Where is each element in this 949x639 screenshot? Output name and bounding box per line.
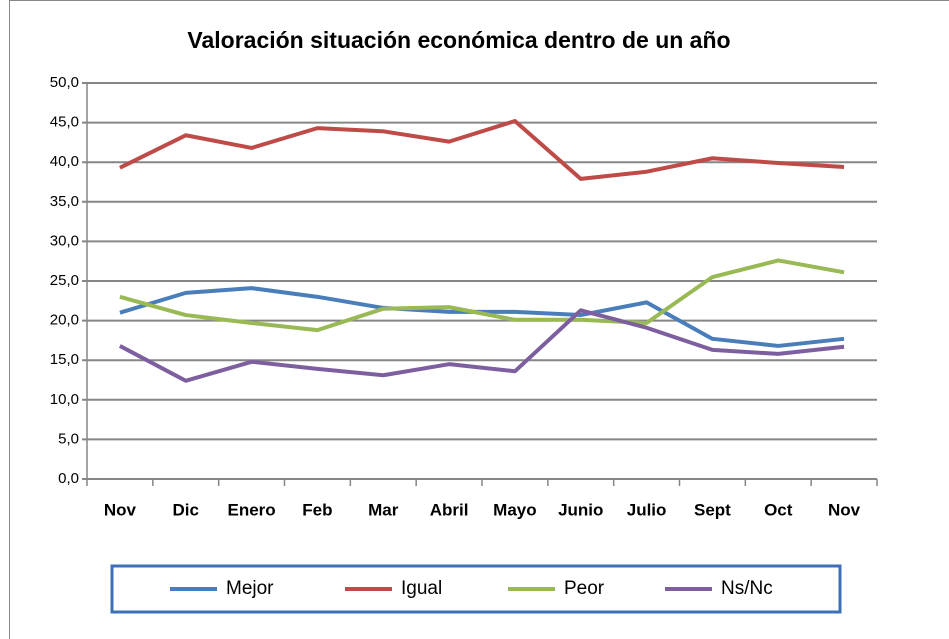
y-tick-label: 10,0: [50, 391, 79, 408]
series-line: [119, 119, 845, 181]
legend-label: Mejor: [226, 578, 274, 599]
legend-label: Igual: [401, 578, 442, 599]
legend-label: Ns/Nc: [721, 578, 773, 599]
y-tick-label: 15,0: [50, 351, 79, 368]
y-tick-label: 45,0: [50, 114, 79, 131]
x-tick-label: Abril: [430, 500, 469, 519]
x-tick-label: Dic: [173, 500, 199, 519]
x-tick-label: Sept: [694, 500, 731, 519]
x-tick-label: Nov: [104, 500, 137, 519]
y-tick-label: 5,0: [58, 430, 79, 447]
legend-label: Peor: [564, 578, 605, 599]
y-tick-label: 35,0: [50, 193, 79, 210]
y-tick-label: 25,0: [50, 272, 79, 289]
x-tick-label: Enero: [227, 500, 275, 519]
x-tick-label: Feb: [302, 500, 332, 519]
x-tick-label: Nov: [828, 500, 861, 519]
y-tick-label: 0,0: [58, 470, 79, 487]
x-tick-label: Junio: [558, 500, 603, 519]
series-line: [119, 258, 845, 333]
y-tick-label: 40,0: [50, 153, 79, 170]
x-tick-label: Mar: [368, 500, 399, 519]
series-line: [118, 308, 845, 383]
x-tick-label: Julio: [627, 500, 667, 519]
x-tick-label: Oct: [764, 500, 793, 519]
y-tick-label: 20,0: [50, 312, 79, 329]
chart-title: Valoración situación económica dentro de…: [187, 27, 730, 53]
x-tick-label: Mayo: [493, 500, 536, 519]
y-tick-label: 30,0: [50, 232, 79, 249]
legend-box: [110, 564, 842, 614]
y-tick-label: 50,0: [50, 74, 79, 91]
